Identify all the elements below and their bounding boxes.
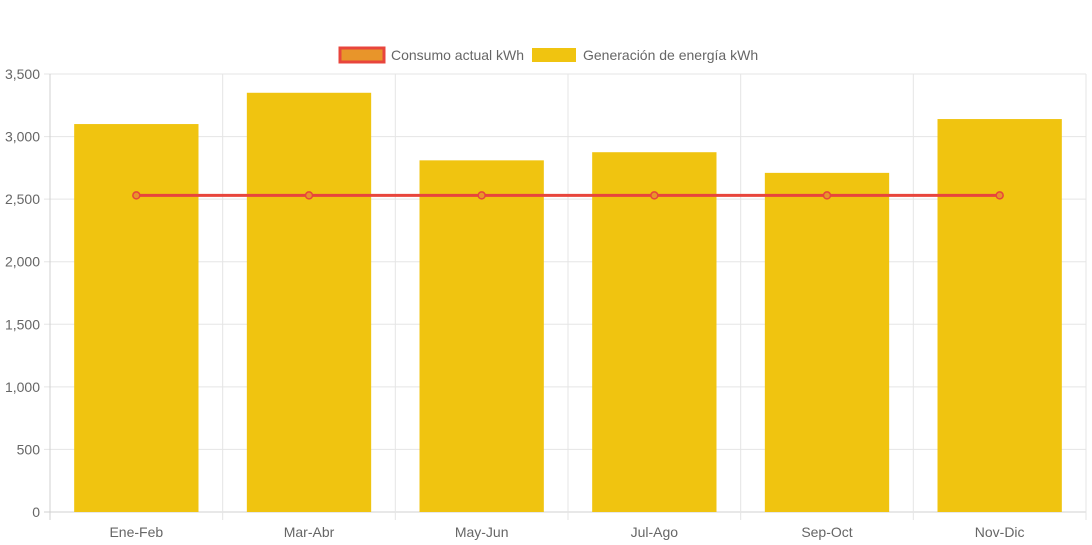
legend-label-generacion[interactable]: Generación de energía kWh bbox=[583, 47, 758, 63]
line-point[interactable] bbox=[477, 191, 486, 200]
x-axis: Ene-Feb Mar-Abr May-Jun Jul-Ago Sep-Oct Nov-D… bbox=[109, 524, 1024, 540]
y-tick-label: 500 bbox=[17, 441, 41, 457]
bar[interactable] bbox=[592, 152, 717, 512]
bar[interactable] bbox=[764, 172, 890, 512]
x-tick-label: May-Jun bbox=[455, 524, 509, 540]
legend-swatch-generacion[interactable] bbox=[532, 48, 576, 62]
y-tick-label: 1,000 bbox=[5, 379, 40, 395]
x-tick-label: Sep-Oct bbox=[801, 524, 852, 540]
y-tick-label: 2,500 bbox=[5, 191, 40, 207]
y-tick-label: 3,500 bbox=[5, 66, 40, 82]
line-point[interactable] bbox=[995, 191, 1004, 200]
legend: Consumo actual kWh Generación de energía… bbox=[338, 46, 758, 64]
x-tick-label: Ene-Feb bbox=[109, 524, 163, 540]
line-series bbox=[132, 191, 1004, 200]
line-point[interactable] bbox=[650, 191, 659, 200]
y-tick-label: 1,500 bbox=[5, 316, 40, 332]
x-tick-label: Mar-Abr bbox=[284, 524, 335, 540]
bar[interactable] bbox=[937, 119, 1062, 513]
line-point[interactable] bbox=[822, 191, 832, 200]
bar[interactable] bbox=[74, 124, 199, 513]
y-axis: 0 500 1,000 1,500 2,000 2,500 3,000 3,500 bbox=[5, 66, 40, 520]
legend-label-consumo[interactable]: Consumo actual kWh bbox=[391, 47, 524, 63]
line-point[interactable] bbox=[132, 191, 141, 200]
bars bbox=[74, 92, 1062, 513]
line-point[interactable] bbox=[304, 191, 314, 200]
bar[interactable] bbox=[246, 92, 372, 513]
legend-swatch-consumo[interactable] bbox=[338, 46, 386, 64]
x-tick-label: Nov-Dic bbox=[975, 524, 1025, 540]
y-tick-label: 2,000 bbox=[5, 254, 40, 270]
bar[interactable] bbox=[419, 160, 544, 512]
x-tick-label: Jul-Ago bbox=[631, 524, 679, 540]
y-tick-label: 0 bbox=[32, 504, 40, 520]
grid bbox=[44, 73, 1087, 520]
y-tick-label: 3,000 bbox=[5, 129, 40, 145]
